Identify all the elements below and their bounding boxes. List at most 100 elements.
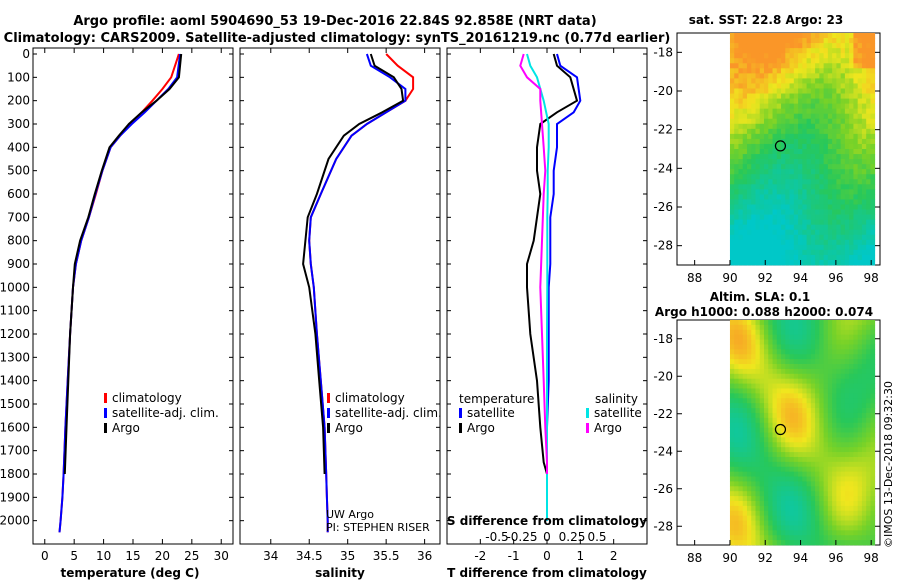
heatmap-cell	[849, 505, 854, 512]
heatmap-cell	[853, 133, 859, 140]
heatmap-cell	[827, 189, 833, 195]
heatmap-cell	[827, 113, 833, 120]
heatmap-cell	[793, 179, 799, 185]
heatmap-cell	[870, 93, 876, 99]
heatmap-cell	[815, 505, 820, 512]
heatmap-cell	[798, 393, 803, 399]
heatmap-cell	[742, 184, 748, 190]
heatmap-cell	[772, 88, 778, 94]
heatmap-cell	[746, 209, 752, 215]
heatmap-cell	[764, 510, 769, 517]
heatmap-cell	[844, 461, 850, 468]
heatmap-cell	[810, 525, 816, 531]
heatmap-cell	[751, 535, 756, 541]
heatmap-cell	[785, 224, 790, 231]
heatmap-cell	[870, 540, 876, 546]
heatmap-cell	[840, 189, 846, 195]
heatmap-cell	[853, 244, 859, 251]
heatmap-cell	[840, 63, 846, 69]
heatmap-cell	[849, 408, 854, 414]
heatmap-cell	[789, 244, 795, 251]
heatmap-cell	[844, 33, 850, 39]
heatmap-cell	[785, 496, 790, 502]
heatmap-cell	[849, 535, 854, 541]
heatmap-cell	[738, 500, 744, 507]
heatmap-cell	[823, 408, 829, 414]
heatmap-cell	[844, 456, 850, 463]
heatmap-cell	[840, 204, 846, 210]
heatmap-cell	[806, 209, 812, 215]
heatmap-cell	[751, 530, 756, 536]
heatmap-cell	[806, 239, 812, 246]
heatmap-cell	[853, 159, 859, 165]
heatmap-cell	[738, 412, 744, 419]
heatmap-cell	[849, 481, 854, 487]
heatmap-cell	[738, 118, 744, 125]
heatmap-cell	[751, 118, 756, 125]
heatmap-cell	[789, 388, 795, 394]
heatmap-cell	[836, 43, 842, 49]
heatmap-cell	[729, 164, 735, 170]
heatmap-cell	[751, 249, 756, 256]
heatmap-cell	[857, 427, 863, 433]
heatmap-cell	[798, 427, 803, 433]
heatmap-cell	[823, 194, 829, 200]
heatmap-cell	[857, 138, 863, 145]
heatmap-cell	[772, 73, 778, 79]
heatmap-cell	[861, 48, 867, 54]
heatmap-cell	[832, 184, 837, 190]
heatmap-cell	[836, 88, 842, 94]
heatmap-cell	[789, 339, 795, 345]
heatmap-cell	[742, 199, 748, 205]
heatmap-cell	[785, 179, 790, 185]
heatmap-cell	[815, 43, 820, 49]
heatmap-cell	[802, 368, 807, 375]
heatmap-cell	[734, 58, 739, 64]
heatmap-cell	[768, 224, 773, 231]
heatmap-cell	[729, 417, 735, 424]
heatmap-cell	[776, 249, 782, 256]
heatmap-cell	[764, 259, 769, 266]
heatmap-cell	[798, 359, 803, 365]
heatmap-cell	[742, 108, 748, 115]
heatmap-cell	[802, 88, 807, 94]
sla-heatmap	[729, 320, 876, 546]
heatmap-cell	[827, 154, 833, 160]
heatmap-cell	[793, 393, 799, 399]
heatmap-cell	[836, 373, 842, 380]
heatmap-cell	[734, 179, 739, 185]
heatmap-cell	[823, 103, 829, 110]
heatmap-cell	[764, 339, 769, 345]
heatmap-cell	[755, 486, 761, 492]
heatmap-cell	[793, 496, 799, 502]
heatmap-cell	[823, 515, 829, 521]
heatmap-cell	[781, 149, 786, 155]
heatmap-cell	[793, 535, 799, 541]
heatmap-cell	[840, 515, 846, 521]
heatmap-cell	[823, 169, 829, 175]
heatmap-cell	[755, 38, 761, 44]
heatmap-cell	[785, 461, 790, 468]
heatmap-cell	[738, 334, 744, 340]
heatmap-cell	[755, 476, 761, 482]
heatmap-cell	[798, 249, 803, 256]
heatmap-cell	[853, 452, 859, 458]
heatmap-cell	[746, 244, 752, 251]
heatmap-cell	[781, 393, 786, 399]
heatmap-cell	[836, 398, 842, 404]
heatmap-cell	[857, 254, 863, 261]
heatmap-cell	[806, 491, 812, 497]
map-x-tick-label: 92	[758, 271, 773, 285]
heatmap-cell	[746, 103, 752, 110]
heatmap-cell	[798, 154, 803, 160]
heatmap-cell	[832, 403, 837, 409]
heatmap-cell	[853, 58, 859, 64]
heatmap-cell	[755, 214, 761, 221]
heatmap-cell	[755, 159, 761, 165]
heatmap-cell	[776, 204, 782, 210]
heatmap-cell	[734, 481, 739, 487]
heatmap-cell	[734, 189, 739, 195]
heatmap-cell	[810, 93, 816, 99]
heatmap-cell	[861, 68, 867, 74]
heatmap-cell	[755, 398, 761, 404]
